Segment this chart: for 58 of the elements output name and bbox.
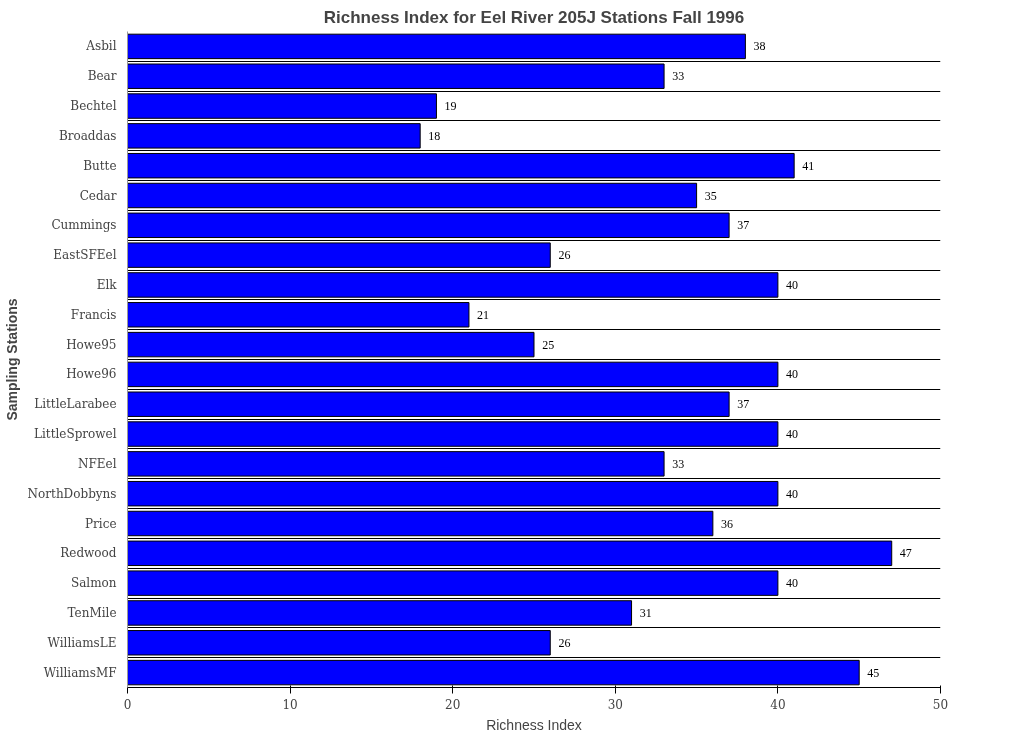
x-tick-label: 20 <box>445 697 461 712</box>
y-tick-label: Butte <box>83 158 117 173</box>
y-tick-label: Asbil <box>85 39 117 54</box>
bar <box>127 182 698 209</box>
y-tick-label: Price <box>85 516 117 531</box>
y-tick-label: Cedar <box>79 188 117 203</box>
y-tick-label: NorthDobbyns <box>27 486 117 501</box>
y-tick-label: LittleLarabee <box>34 397 117 412</box>
y-tick-label: LittleSprowel <box>34 427 117 442</box>
x-tick-label: 0 <box>123 697 132 712</box>
y-tick-label: Bear <box>87 69 117 84</box>
x-tick-label: 10 <box>282 697 298 712</box>
data-label: 40 <box>786 427 799 442</box>
x-tick-label: 40 <box>770 697 786 712</box>
data-label: 37 <box>737 397 750 412</box>
data-label: 31 <box>639 605 652 620</box>
x-tick-label: 50 <box>932 697 949 712</box>
data-label: 19 <box>444 99 457 114</box>
data-label: 37 <box>737 218 750 233</box>
data-label: 36 <box>720 516 733 531</box>
y-tick-label: Broaddas <box>58 128 117 143</box>
y-tick-label: Cummings <box>51 218 117 233</box>
y-tick-label: Howe95 <box>66 337 117 352</box>
y-tick-label: Francis <box>70 307 117 322</box>
y-tick-label: Elk <box>96 277 118 292</box>
data-label: 33 <box>672 456 685 471</box>
data-label: 40 <box>786 486 799 501</box>
y-tick-label: EastSFEel <box>53 248 117 263</box>
bar <box>127 510 714 537</box>
y-tick-label: WilliamsMF <box>43 665 117 680</box>
data-label: 45 <box>867 665 880 680</box>
y-tick-label: NFEel <box>77 456 117 471</box>
data-label: 33 <box>672 69 685 84</box>
data-label: 18 <box>428 128 441 143</box>
bar <box>127 331 535 358</box>
y-tick-label: WilliamsLE <box>47 635 117 650</box>
y-tick-label: Salmon <box>70 576 117 591</box>
y-tick-label: Bechtel <box>70 99 117 114</box>
data-label: 38 <box>753 39 766 54</box>
x-tick-label: 30 <box>607 697 623 712</box>
data-label: 40 <box>786 277 799 292</box>
data-label: 26 <box>558 248 571 263</box>
data-label: 40 <box>786 576 799 591</box>
y-tick-label: Redwood <box>60 546 117 561</box>
data-label: 40 <box>786 367 799 382</box>
chart-title: Richness Index for Eel River 205J Stations Fall 1996 <box>323 7 745 27</box>
data-label: 41 <box>802 158 815 173</box>
y-axis-title: Sampling Stations <box>3 298 20 421</box>
data-label: 35 <box>704 188 717 203</box>
bar <box>127 33 746 60</box>
bar <box>127 361 779 388</box>
y-tick-label: TenMile <box>67 605 117 620</box>
data-label: 21 <box>477 307 490 322</box>
x-axis-title: Richness Index <box>486 716 582 733</box>
data-label: 47 <box>899 546 912 561</box>
data-label: 26 <box>558 635 571 650</box>
data-label: 25 <box>542 337 555 352</box>
y-tick-label: Howe96 <box>66 367 117 382</box>
